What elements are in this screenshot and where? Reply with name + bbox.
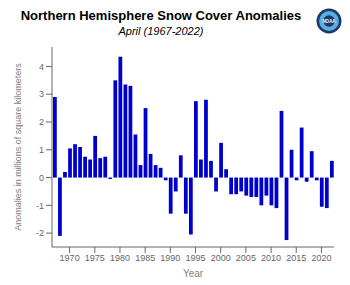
svg-text:1970: 1970 — [60, 253, 80, 263]
html-text:Northern Hemisphere Snow Cover: Northern Hemisphere Snow Cover Anomalies — [20, 8, 302, 23]
svg-text:Anomalies in millions of squar: Anomalies in millions of square kilomete… — [13, 63, 23, 231]
svg-text:1: 1 — [39, 145, 44, 155]
svg-text:2: 2 — [39, 117, 44, 127]
svg-text:2020: 2020 — [311, 253, 331, 263]
svg-text:2005: 2005 — [236, 253, 256, 263]
svg-text:0: 0 — [39, 173, 44, 183]
svg-text:2000: 2000 — [211, 253, 231, 263]
html-text:April (1967-2022): April (1967-2022) — [118, 25, 204, 37]
svg-text:1975: 1975 — [85, 253, 105, 263]
svg-text:-1: -1 — [36, 201, 44, 211]
svg-text:3: 3 — [39, 89, 44, 99]
svg-text:NOAA: NOAA — [322, 19, 336, 24]
svg-text:1980: 1980 — [110, 253, 130, 263]
svg-text:4: 4 — [39, 62, 44, 72]
svg-text:2010: 2010 — [261, 253, 281, 263]
svg-text:1995: 1995 — [186, 253, 206, 263]
svg-text:1990: 1990 — [160, 253, 180, 263]
svg-text:2015: 2015 — [286, 253, 306, 263]
svg-text:Year: Year — [183, 268, 204, 277]
svg-text:-2: -2 — [36, 228, 44, 238]
svg-text:1985: 1985 — [135, 253, 155, 263]
